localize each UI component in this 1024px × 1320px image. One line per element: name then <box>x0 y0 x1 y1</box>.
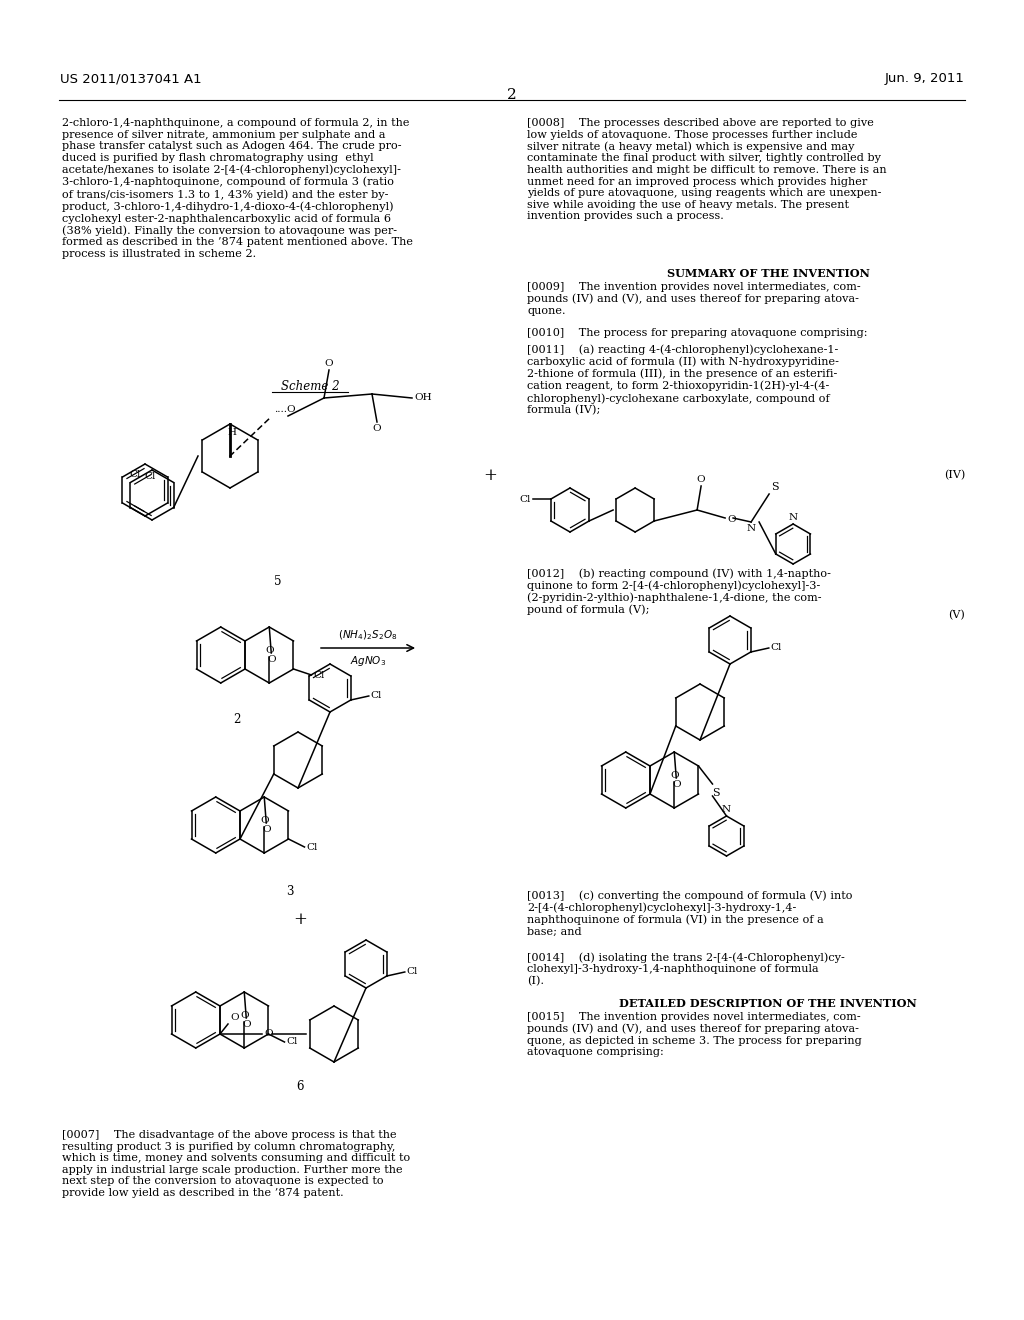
Text: Cl: Cl <box>130 470 141 479</box>
Text: Cl: Cl <box>771 644 782 652</box>
Text: S: S <box>771 482 778 492</box>
Text: 6: 6 <box>296 1080 304 1093</box>
Text: O: O <box>262 825 270 834</box>
Text: (V): (V) <box>948 610 965 620</box>
Text: 2: 2 <box>507 88 517 102</box>
Text: S: S <box>713 788 720 799</box>
Text: N: N <box>788 513 798 521</box>
Text: O: O <box>696 475 706 484</box>
Text: Cl: Cl <box>287 1038 298 1047</box>
Text: O: O <box>325 359 334 368</box>
Text: O: O <box>670 771 679 780</box>
Text: [0011]    (a) reacting 4-(4-chlorophenyl)cyclohexane-1-
carboxylic acid of formu: [0011] (a) reacting 4-(4-chlorophenyl)cy… <box>527 345 839 416</box>
Text: ....O: ....O <box>274 405 296 414</box>
Text: 3: 3 <box>287 884 294 898</box>
Text: O: O <box>264 1030 272 1039</box>
Text: O: O <box>672 780 681 789</box>
Text: 2-chloro-1,4-naphthquinone, a compound of formula 2, in the
presence of silver n: 2-chloro-1,4-naphthquinone, a compound o… <box>62 117 413 259</box>
Text: O: O <box>240 1011 249 1020</box>
Text: +: + <box>483 466 497 483</box>
Text: [0012]    (b) reacting compound (IV) with 1,4-naptho-
quinone to form 2-[4-(4-ch: [0012] (b) reacting compound (IV) with 1… <box>527 568 830 615</box>
Text: $AgNO_3$: $AgNO_3$ <box>350 653 386 668</box>
Text: O: O <box>242 1020 251 1030</box>
Text: SUMMARY OF THE INVENTION: SUMMARY OF THE INVENTION <box>667 268 869 279</box>
Text: DETAILED DESCRIPTION OF THE INVENTION: DETAILED DESCRIPTION OF THE INVENTION <box>620 998 916 1008</box>
Text: N: N <box>746 524 756 533</box>
Text: [0007]    The disadvantage of the above process is that the
resulting product 3 : [0007] The disadvantage of the above pro… <box>62 1130 411 1199</box>
Text: [0015]    The invention provides novel intermediates, com-
pounds (IV) and (V), : [0015] The invention provides novel inte… <box>527 1012 862 1057</box>
Text: OH: OH <box>414 393 432 403</box>
Text: (IV): (IV) <box>944 470 965 480</box>
Text: H: H <box>227 428 237 437</box>
Text: Cl: Cl <box>313 671 325 680</box>
Text: [0008]    The processes described above are reported to give
low yields of atova: [0008] The processes described above are… <box>527 117 887 222</box>
Text: 5: 5 <box>274 576 282 587</box>
Text: [0010]    The process for preparing atovaquone comprising:: [0010] The process for preparing atovaqu… <box>527 327 867 338</box>
Text: Cl: Cl <box>144 473 156 480</box>
Text: O: O <box>267 655 275 664</box>
Text: Cl: Cl <box>519 495 531 503</box>
Text: Cl: Cl <box>371 692 382 701</box>
Text: O: O <box>373 424 381 433</box>
Text: Scheme 2: Scheme 2 <box>281 380 339 393</box>
Text: Cl: Cl <box>407 968 418 977</box>
Text: [0014]    (d) isolating the trans 2-[4-(4-Chlorophenyl)cy-
clohexyl]-3-hydroxy-1: [0014] (d) isolating the trans 2-[4-(4-C… <box>527 952 845 986</box>
Text: US 2011/0137041 A1: US 2011/0137041 A1 <box>60 73 202 84</box>
Text: +: + <box>293 912 307 928</box>
Text: O: O <box>265 645 273 655</box>
Text: 2: 2 <box>233 713 241 726</box>
Text: N: N <box>722 805 731 814</box>
Text: [0009]    The invention provides novel intermediates, com-
pounds (IV) and (V), : [0009] The invention provides novel inte… <box>527 282 860 315</box>
Text: O: O <box>230 1012 239 1022</box>
Text: Cl: Cl <box>306 842 317 851</box>
Text: $(NH_4)_2S_2O_8$: $(NH_4)_2S_2O_8$ <box>338 628 397 642</box>
Text: Jun. 9, 2011: Jun. 9, 2011 <box>884 73 964 84</box>
Text: [0013]    (c) converting the compound of formula (V) into
2-[4-(4-chlorophenyl)c: [0013] (c) converting the compound of fo… <box>527 890 853 937</box>
Text: O: O <box>727 516 735 524</box>
Text: O: O <box>260 816 268 825</box>
